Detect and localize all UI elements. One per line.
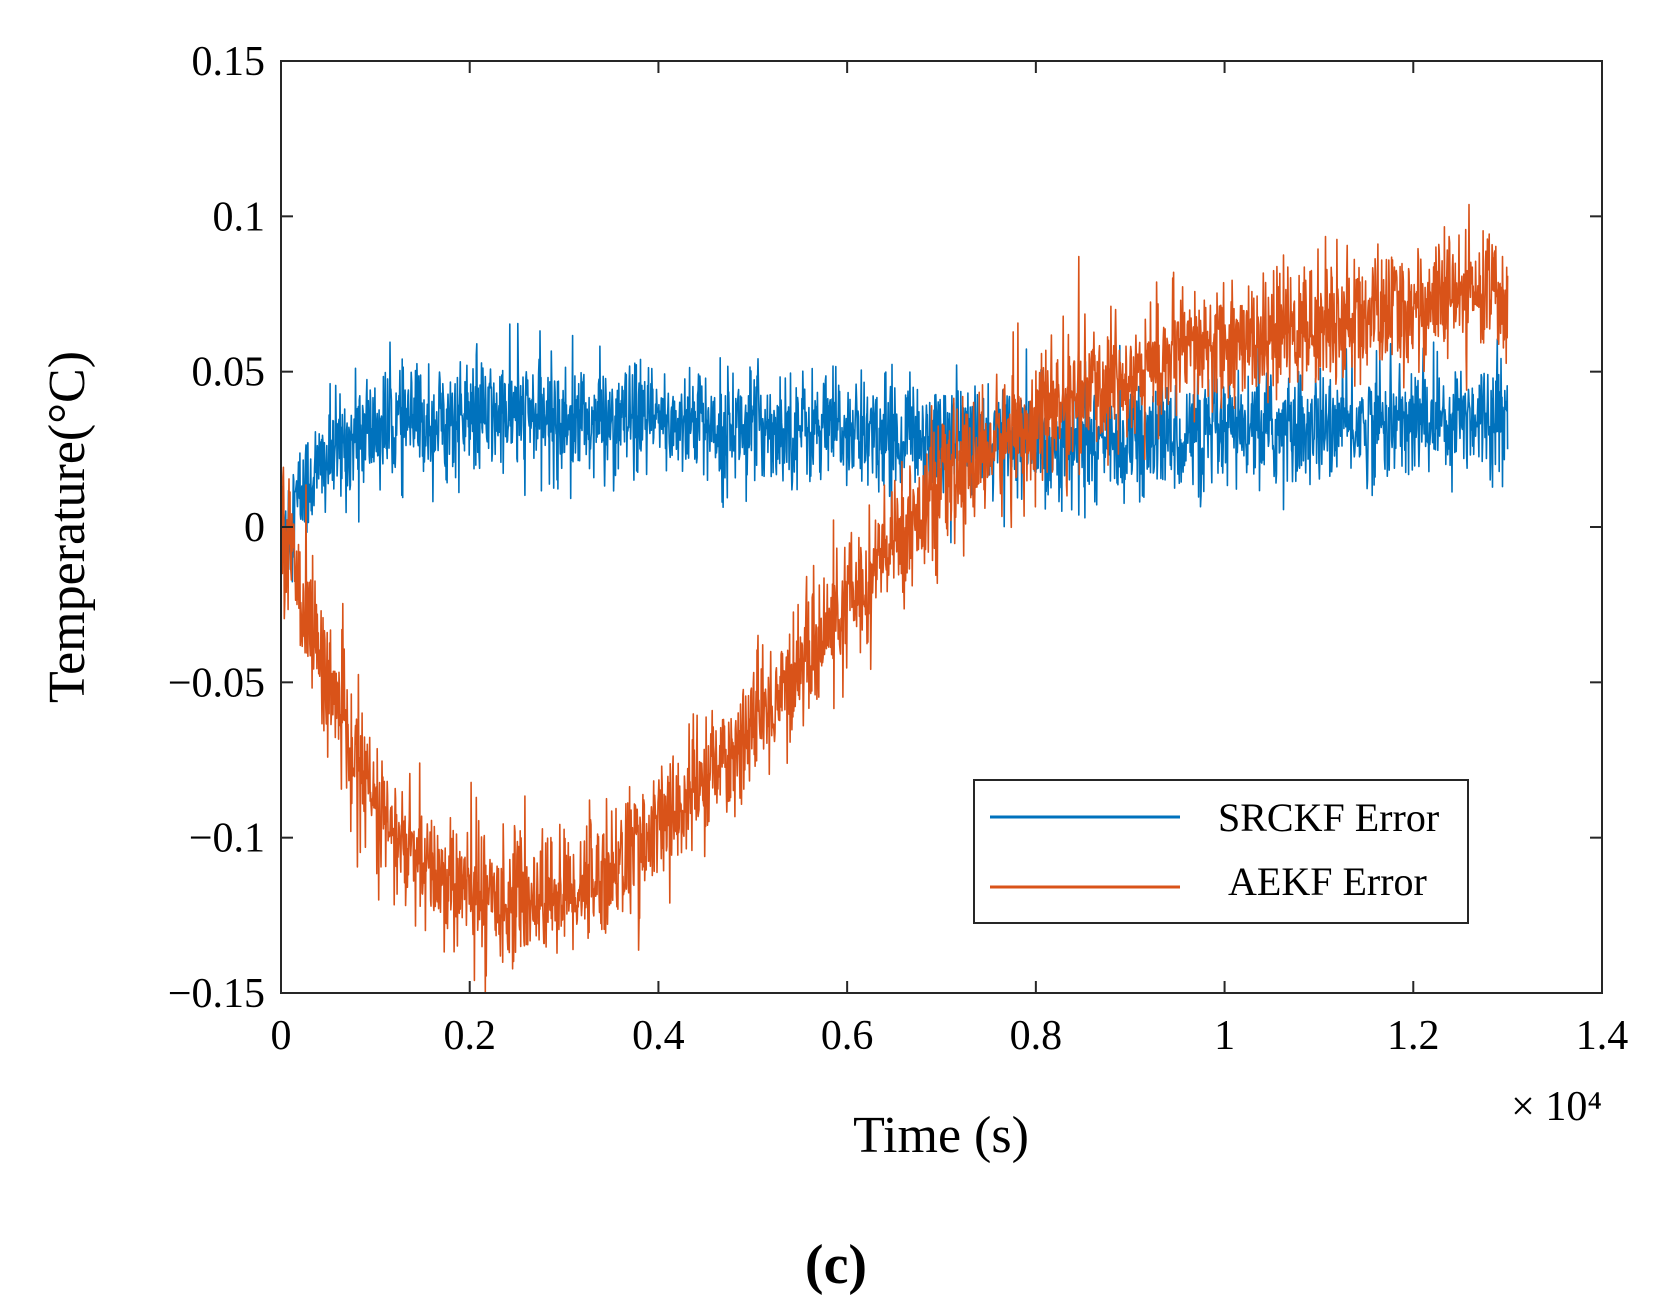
legend-box	[973, 779, 1469, 924]
x-tick-label: 0.2	[443, 1013, 496, 1059]
x-tick-label: 1.4	[1576, 1013, 1629, 1059]
legend: SRCKF Error AEKF Error	[973, 779, 1469, 924]
x-tick-label: 1.2	[1387, 1013, 1440, 1059]
panel-label: (c)	[805, 1234, 867, 1296]
y-tick-label: 0.15	[192, 39, 266, 85]
y-tick-label: −0.15	[168, 971, 265, 1017]
y-tick-label: −0.05	[168, 660, 265, 706]
x-tick-label: 0.6	[821, 1013, 874, 1059]
x-tick-label: 0.4	[632, 1013, 685, 1059]
y-tick-label: 0	[244, 505, 265, 551]
x-tick-label: 0	[271, 1013, 292, 1059]
x-axis-label: Time (s)	[853, 1107, 1029, 1164]
y-tick-label: 0.05	[192, 350, 266, 396]
x-tick-label: 0.8	[1010, 1013, 1063, 1059]
legend-label-aekf: AEKF Error	[1228, 859, 1427, 904]
legend-label-srckf: SRCKF Error	[1218, 795, 1439, 840]
y-tick-label: 0.1	[213, 194, 266, 240]
y-axis-label: Temperature(°C)	[39, 351, 96, 703]
x-tick-label: 1	[1214, 1013, 1235, 1059]
series-line-aekf-error	[280, 203, 1509, 994]
y-tick-label: −0.1	[189, 816, 265, 862]
ticks-layer: 0 0.2 0.4 0.6 0.8 1 1.2 1.4 −0.15 −0.1 −0.05 0 0.05 0…	[168, 39, 1628, 1059]
x-exponent-label: × 10⁴	[1511, 1084, 1602, 1130]
series-layer	[280, 203, 1509, 994]
series-line-srckf-error	[280, 322, 1509, 583]
